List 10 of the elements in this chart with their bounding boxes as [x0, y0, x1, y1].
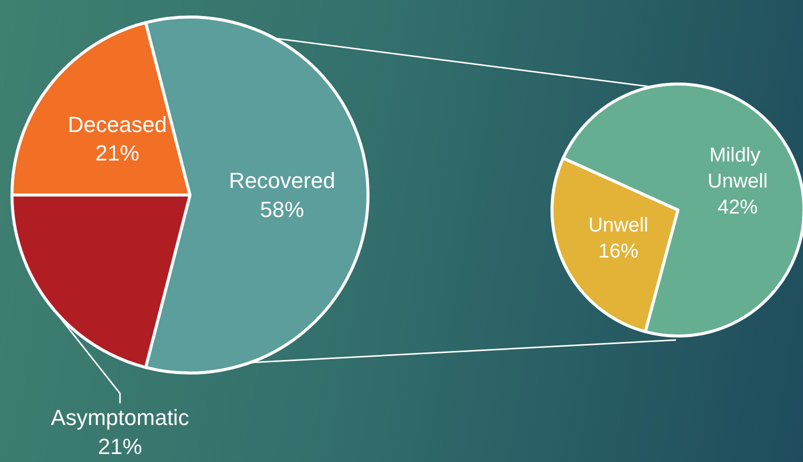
data-label: 21% — [98, 434, 142, 459]
data-label: 58% — [260, 196, 304, 222]
slice-label: Mildly Unwell — [708, 144, 768, 193]
slice-label: Recovered — [228, 168, 336, 194]
slice-label: Unwell — [588, 214, 648, 236]
slice-label: Asymptomatic — [50, 405, 190, 430]
slice-label: Deceased — [68, 112, 167, 137]
data-label: 42% — [718, 196, 758, 219]
data-label: 16% — [598, 240, 639, 262]
data-label: 21% — [95, 140, 140, 166]
